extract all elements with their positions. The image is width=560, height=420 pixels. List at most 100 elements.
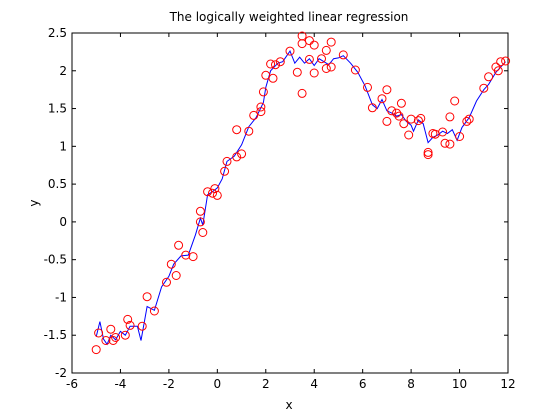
data-point <box>382 85 392 95</box>
data-point <box>423 147 433 157</box>
y-tick-label: 2 <box>59 64 67 78</box>
data-point <box>423 150 433 160</box>
data-point <box>326 62 336 72</box>
x-tick-label: -2 <box>163 377 175 391</box>
data-point <box>440 138 450 148</box>
x-tick-label: 10 <box>452 377 467 391</box>
data-point <box>462 116 472 126</box>
data-point <box>210 184 220 194</box>
data-point <box>174 240 184 250</box>
y-tick-label: 1 <box>59 139 67 153</box>
data-point <box>120 330 130 340</box>
x-tick-label: -4 <box>114 377 126 391</box>
data-point <box>268 73 278 83</box>
x-tick-labels: -6 -4 -2 0 2 4 6 8 10 12 <box>66 377 516 391</box>
data-point <box>317 54 326 64</box>
y-tick-label: -0.5 <box>44 253 67 267</box>
x-tick-label: 12 <box>500 377 515 391</box>
data-point <box>309 40 319 50</box>
data-point <box>292 67 302 77</box>
data-point <box>94 328 104 338</box>
data-point <box>304 54 314 64</box>
data-point <box>271 60 280 70</box>
x-tick-label: 6 <box>359 377 367 391</box>
data-point <box>101 336 111 345</box>
data-point <box>256 102 266 112</box>
y-tick-labels: -2 -1.5 -1 -0.5 0 0.5 1 1.5 2 2.5 <box>44 26 67 380</box>
data-point <box>392 108 402 118</box>
data-point <box>445 139 455 149</box>
y-tick-label: -1 <box>55 290 67 304</box>
data-point <box>394 111 404 121</box>
data-point <box>108 336 118 345</box>
data-point <box>321 64 331 73</box>
data-point <box>404 130 414 140</box>
y-tick-label: 1.5 <box>48 102 67 116</box>
data-point <box>464 114 474 124</box>
y-axis-label: y <box>27 199 41 206</box>
data-point <box>445 112 455 122</box>
data-point <box>496 57 506 67</box>
x-axis-label: x <box>285 398 292 412</box>
x-tick-label: -6 <box>66 377 78 391</box>
axes-box <box>71 32 509 374</box>
data-point <box>438 127 448 137</box>
regression-line <box>95 50 506 346</box>
data-point <box>309 68 319 78</box>
data-point <box>188 252 198 262</box>
data-point <box>171 271 181 280</box>
data-point <box>338 50 348 60</box>
data-point <box>125 320 135 330</box>
chart-title: The logically weighted linear regression <box>169 10 409 24</box>
data-point <box>142 292 152 302</box>
data-point <box>367 103 377 113</box>
data-point <box>416 113 426 123</box>
data-point <box>220 166 230 176</box>
data-point <box>208 188 217 198</box>
data-point <box>137 321 147 331</box>
data-point <box>413 116 423 126</box>
data-point <box>195 206 205 216</box>
data-point <box>297 88 307 98</box>
data-point <box>304 36 314 46</box>
data-point <box>198 228 208 237</box>
data-point <box>256 107 266 117</box>
data-point <box>501 56 511 66</box>
data-point <box>149 306 159 316</box>
data-point <box>266 59 276 69</box>
data-point <box>377 94 387 104</box>
data-point <box>212 190 222 200</box>
data-point <box>258 87 268 97</box>
data-point <box>106 324 116 334</box>
x-tick-label: 8 <box>407 377 415 391</box>
data-point <box>195 217 205 227</box>
y-tick-label: 0.5 <box>48 177 67 191</box>
data-point <box>232 125 242 135</box>
x-tick-label: 2 <box>262 377 270 391</box>
data-point <box>123 314 133 324</box>
y-tick-label: 0 <box>59 215 67 229</box>
data-point <box>363 82 372 92</box>
data-point <box>285 46 295 56</box>
data-point <box>237 149 247 159</box>
data-point <box>450 96 460 106</box>
plot-area <box>71 31 511 374</box>
data-point <box>249 110 259 120</box>
data-point <box>399 119 409 129</box>
data-point <box>396 98 406 108</box>
data-point <box>232 152 242 162</box>
data-point <box>382 116 392 126</box>
y-tick-label: -2 <box>55 366 67 380</box>
data-point <box>326 37 336 47</box>
data-point <box>479 83 489 93</box>
data-point <box>321 45 331 55</box>
x-tick-label: 0 <box>214 377 222 391</box>
data-point <box>387 106 397 116</box>
data-point <box>111 333 121 342</box>
data-point <box>222 156 232 166</box>
y-tick-label: -1.5 <box>44 328 67 342</box>
data-point <box>484 72 494 82</box>
data-point <box>166 259 176 269</box>
